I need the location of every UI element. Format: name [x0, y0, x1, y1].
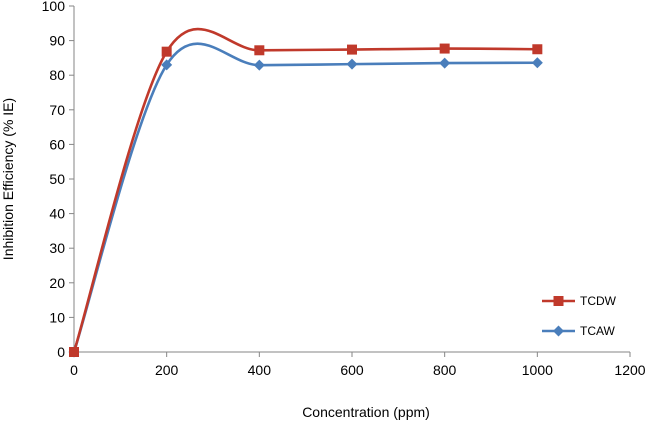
- x-tick-label: 600: [340, 362, 364, 378]
- data-point-tcaw: [346, 58, 358, 70]
- series-layer: [68, 27, 543, 358]
- x-tick-label: 200: [155, 362, 179, 378]
- legend-item-tcaw: TCAW: [542, 324, 616, 338]
- y-tick-label: 20: [49, 275, 65, 291]
- data-point-tcdw: [161, 46, 172, 57]
- y-tick-label: 50: [49, 171, 65, 187]
- data-point-tcdw: [254, 45, 265, 56]
- y-tick-label: 10: [49, 309, 65, 325]
- data-point-tcaw: [439, 57, 451, 69]
- x-axis-title: Concentration (ppm): [302, 404, 430, 420]
- data-point-tcdw: [347, 44, 357, 55]
- legend-label-tcaw: TCAW: [580, 324, 616, 338]
- y-tick-label: 30: [49, 240, 65, 256]
- legend: TCDW TCAW: [542, 294, 617, 338]
- legend-label-tcdw: TCDW: [580, 294, 617, 308]
- y-tick-label: 100: [42, 0, 66, 14]
- x-tick-label: 1200: [614, 362, 645, 378]
- legend-item-tcdw: TCDW: [542, 294, 617, 308]
- x-ticks: 0 200 400 600 800 1000 1200: [70, 352, 646, 378]
- y-tick-label: 90: [49, 33, 65, 49]
- series-line-tcaw: [72, 42, 538, 353]
- y-tick-label: 0: [57, 344, 65, 360]
- data-point-tcdw: [439, 43, 450, 54]
- series-line-tcdw: [72, 27, 538, 353]
- series-tcaw: [68, 42, 543, 358]
- data-point-tcdw: [69, 347, 79, 357]
- x-tick-label: 800: [433, 362, 457, 378]
- y-axis-title: Inhibition Efficiency (% IE): [0, 98, 16, 260]
- series-tcdw: [69, 27, 543, 357]
- x-tick-label: 400: [248, 362, 272, 378]
- legend-marker-tcdw: [553, 296, 564, 306]
- y-tick-label: 60: [49, 136, 65, 152]
- data-point-tcaw: [531, 57, 543, 69]
- x-tick-label: 0: [70, 362, 78, 378]
- legend-marker-tcaw: [553, 325, 564, 337]
- y-tick-label: 70: [49, 102, 65, 118]
- data-point-tcdw: [532, 44, 543, 55]
- x-tick-label: 1000: [522, 362, 553, 378]
- y-ticks: 0 10 20 30 40 50 60 70 80 90 100: [42, 0, 74, 360]
- y-tick-label: 40: [49, 206, 65, 222]
- data-point-tcaw: [253, 59, 265, 71]
- y-tick-label: 80: [49, 67, 65, 83]
- data-point-tcaw: [161, 59, 173, 71]
